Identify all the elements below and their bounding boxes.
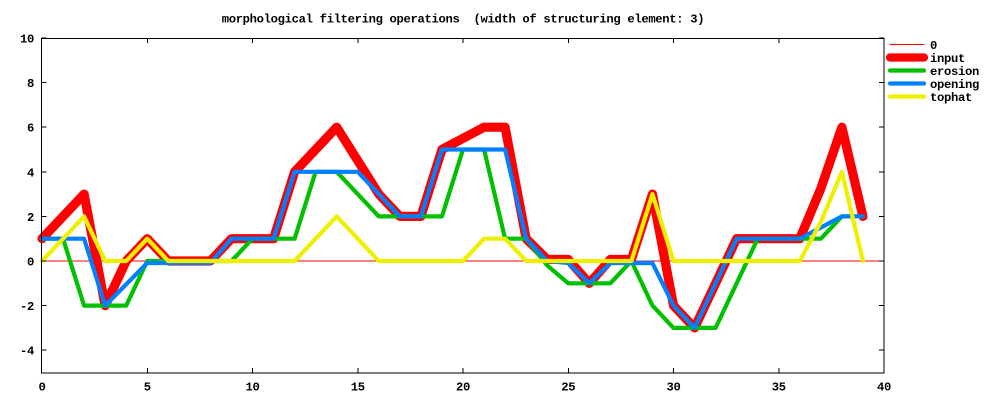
svg-text:0: 0 <box>930 39 937 53</box>
svg-text:-2: -2 <box>20 300 34 314</box>
svg-text:30: 30 <box>667 381 681 395</box>
svg-text:2: 2 <box>27 211 34 225</box>
svg-text:tophat: tophat <box>930 91 972 105</box>
svg-text:15: 15 <box>351 381 365 395</box>
svg-text:35: 35 <box>772 381 786 395</box>
svg-text:-4: -4 <box>20 345 34 359</box>
svg-text:40: 40 <box>877 381 891 395</box>
svg-text:erosion: erosion <box>930 65 979 79</box>
svg-text:25: 25 <box>561 381 575 395</box>
svg-text:4: 4 <box>27 166 34 180</box>
svg-text:morphological filtering operat: morphological filtering operations (widt… <box>222 13 705 27</box>
svg-text:0: 0 <box>27 256 34 270</box>
svg-text:20: 20 <box>456 381 470 395</box>
svg-text:6: 6 <box>27 122 34 136</box>
svg-text:10: 10 <box>20 33 34 47</box>
svg-text:input: input <box>930 52 965 66</box>
svg-text:0: 0 <box>39 381 46 395</box>
svg-text:10: 10 <box>246 381 260 395</box>
svg-text:5: 5 <box>144 381 151 395</box>
svg-text:8: 8 <box>27 77 34 91</box>
svg-text:opening: opening <box>930 78 979 92</box>
